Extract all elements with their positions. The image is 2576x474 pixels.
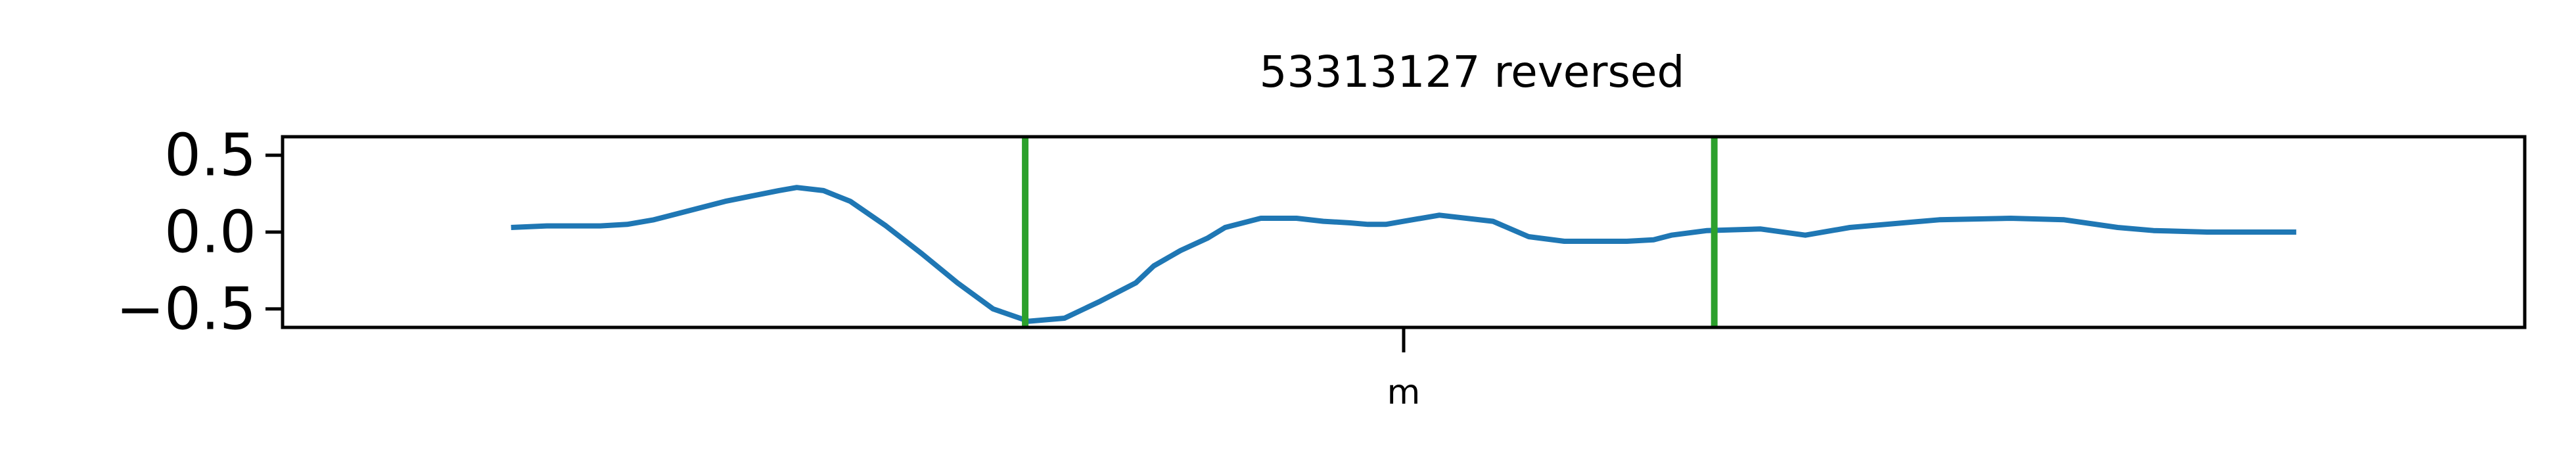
chart-title: 53313127 reversed bbox=[1260, 47, 1685, 97]
y-tick-label: −0.5 bbox=[116, 275, 256, 343]
x-tick-label: m bbox=[1387, 373, 1421, 412]
y-tick-label: 0.0 bbox=[164, 199, 256, 266]
series-line-1 bbox=[511, 185, 2297, 324]
y-tick-label: 0.5 bbox=[164, 122, 256, 189]
